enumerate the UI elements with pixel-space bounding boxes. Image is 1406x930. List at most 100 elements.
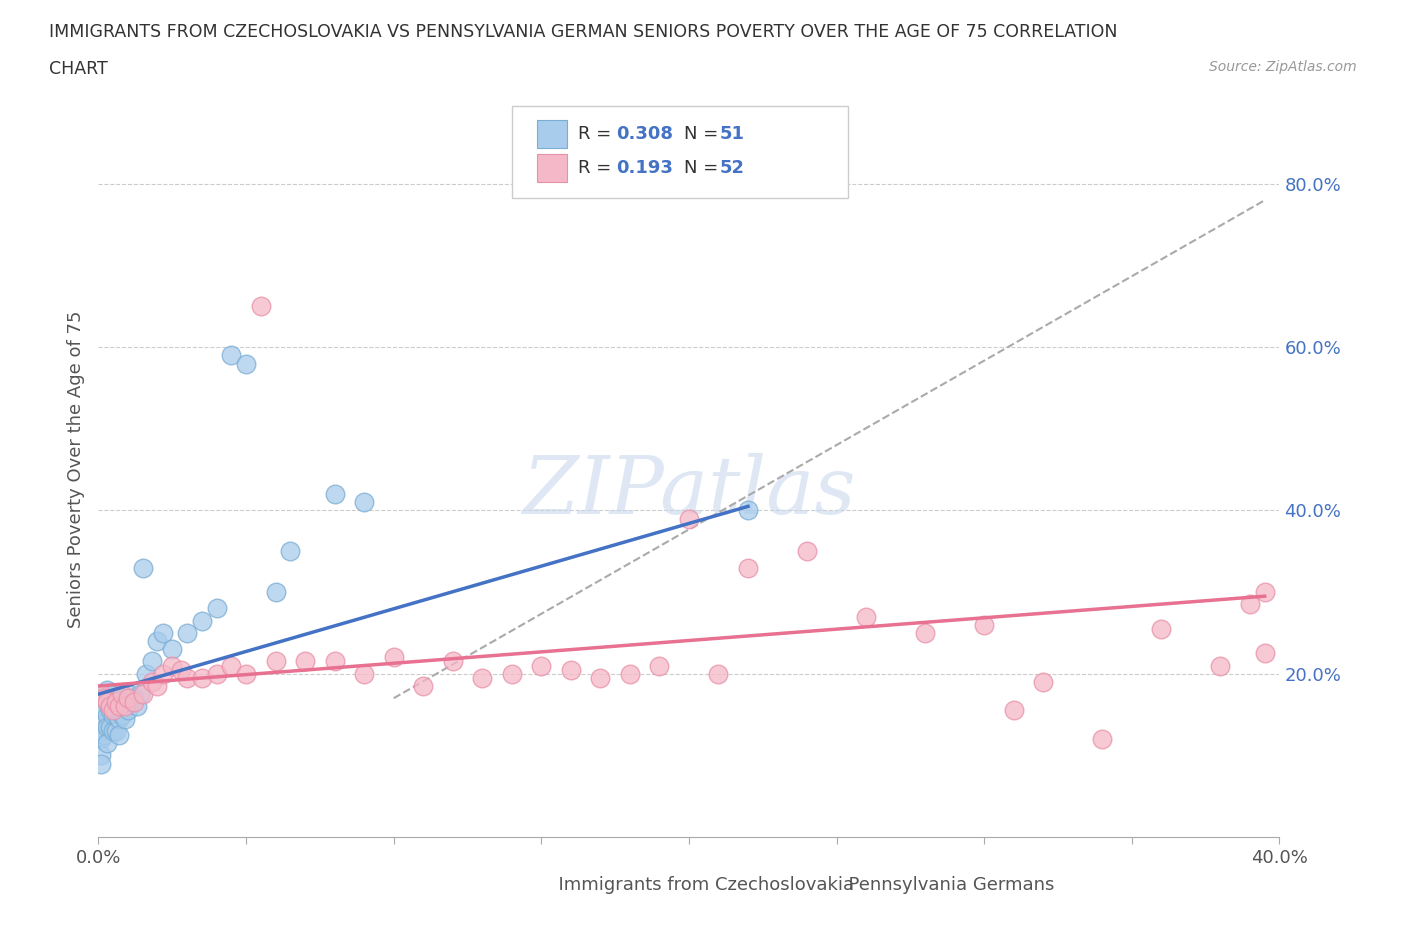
- Point: [146, 633, 169, 648]
- Point: [98, 703, 121, 718]
- Point: [103, 703, 125, 718]
- Text: 51: 51: [720, 125, 745, 143]
- Point: [323, 654, 346, 669]
- Y-axis label: Seniors Poverty Over the Age of 75: Seniors Poverty Over the Age of 75: [66, 311, 84, 629]
- Text: R =: R =: [578, 125, 617, 143]
- Text: R =: R =: [578, 159, 617, 178]
- Point: [105, 724, 128, 738]
- Point: [117, 686, 139, 701]
- Point: [108, 699, 131, 714]
- Point: [648, 658, 671, 673]
- Point: [93, 703, 115, 718]
- Point: [382, 650, 405, 665]
- Point: [707, 666, 730, 681]
- Text: ZIPatlas: ZIPatlas: [522, 453, 856, 530]
- Point: [108, 699, 131, 714]
- Point: [141, 654, 163, 669]
- Point: [135, 666, 157, 681]
- Point: [152, 666, 174, 681]
- Text: CHART: CHART: [49, 60, 108, 78]
- Point: [191, 671, 214, 685]
- Point: [280, 544, 302, 559]
- Point: [678, 512, 700, 526]
- Point: [1150, 621, 1173, 636]
- Point: [235, 356, 257, 371]
- Point: [125, 699, 148, 714]
- Point: [141, 674, 163, 689]
- Point: [1254, 585, 1277, 600]
- FancyBboxPatch shape: [537, 154, 567, 182]
- Point: [855, 609, 877, 624]
- Point: [105, 695, 128, 710]
- Point: [90, 724, 112, 738]
- Point: [560, 662, 582, 677]
- Point: [501, 666, 523, 681]
- Text: N =: N =: [685, 125, 724, 143]
- Point: [323, 486, 346, 501]
- Point: [93, 727, 115, 742]
- Point: [294, 654, 316, 669]
- Point: [191, 613, 214, 628]
- Text: Source: ZipAtlas.com: Source: ZipAtlas.com: [1209, 60, 1357, 74]
- Point: [737, 560, 759, 575]
- Point: [162, 642, 183, 657]
- Text: 52: 52: [720, 159, 745, 178]
- Point: [264, 654, 287, 669]
- Point: [1032, 674, 1054, 689]
- Point: [111, 707, 134, 722]
- Point: [235, 666, 257, 681]
- Point: [221, 658, 243, 673]
- Point: [353, 495, 375, 510]
- Point: [96, 707, 118, 722]
- Point: [737, 503, 759, 518]
- Point: [152, 626, 174, 641]
- Point: [111, 686, 134, 701]
- Point: [530, 658, 553, 673]
- Point: [205, 666, 228, 681]
- Point: [132, 560, 155, 575]
- Point: [96, 720, 118, 735]
- FancyBboxPatch shape: [512, 106, 848, 198]
- Point: [1091, 732, 1114, 747]
- Point: [90, 732, 112, 747]
- Point: [441, 654, 464, 669]
- Point: [105, 707, 128, 722]
- Point: [122, 691, 145, 706]
- Point: [589, 671, 612, 685]
- Point: [353, 666, 375, 681]
- Point: [205, 601, 228, 616]
- Point: [117, 703, 139, 718]
- Point: [90, 686, 112, 701]
- Point: [619, 666, 641, 681]
- Point: [114, 695, 136, 710]
- Text: Immigrants from Czechoslovakia: Immigrants from Czechoslovakia: [547, 876, 855, 894]
- Point: [98, 699, 121, 714]
- Point: [103, 691, 125, 706]
- Text: IMMIGRANTS FROM CZECHOSLOVAKIA VS PENNSYLVANIA GERMAN SENIORS POVERTY OVER THE A: IMMIGRANTS FROM CZECHOSLOVAKIA VS PENNSY…: [49, 23, 1118, 41]
- Point: [1239, 597, 1261, 612]
- Point: [96, 683, 118, 698]
- Point: [108, 711, 131, 726]
- Point: [1002, 703, 1025, 718]
- Text: 0.308: 0.308: [616, 125, 672, 143]
- Point: [98, 720, 121, 735]
- Point: [176, 626, 198, 641]
- Text: Pennsylvania Germans: Pennsylvania Germans: [837, 876, 1054, 894]
- Point: [98, 686, 121, 701]
- Point: [176, 671, 198, 685]
- Point: [108, 727, 131, 742]
- Point: [128, 686, 150, 701]
- Point: [103, 724, 125, 738]
- Point: [146, 679, 169, 694]
- Text: N =: N =: [685, 159, 724, 178]
- Point: [96, 736, 118, 751]
- Point: [221, 348, 243, 363]
- Point: [93, 691, 115, 706]
- Point: [1254, 645, 1277, 660]
- Point: [114, 711, 136, 726]
- Point: [170, 662, 193, 677]
- Point: [250, 299, 273, 313]
- Point: [120, 695, 142, 710]
- Point: [103, 707, 125, 722]
- Point: [973, 618, 995, 632]
